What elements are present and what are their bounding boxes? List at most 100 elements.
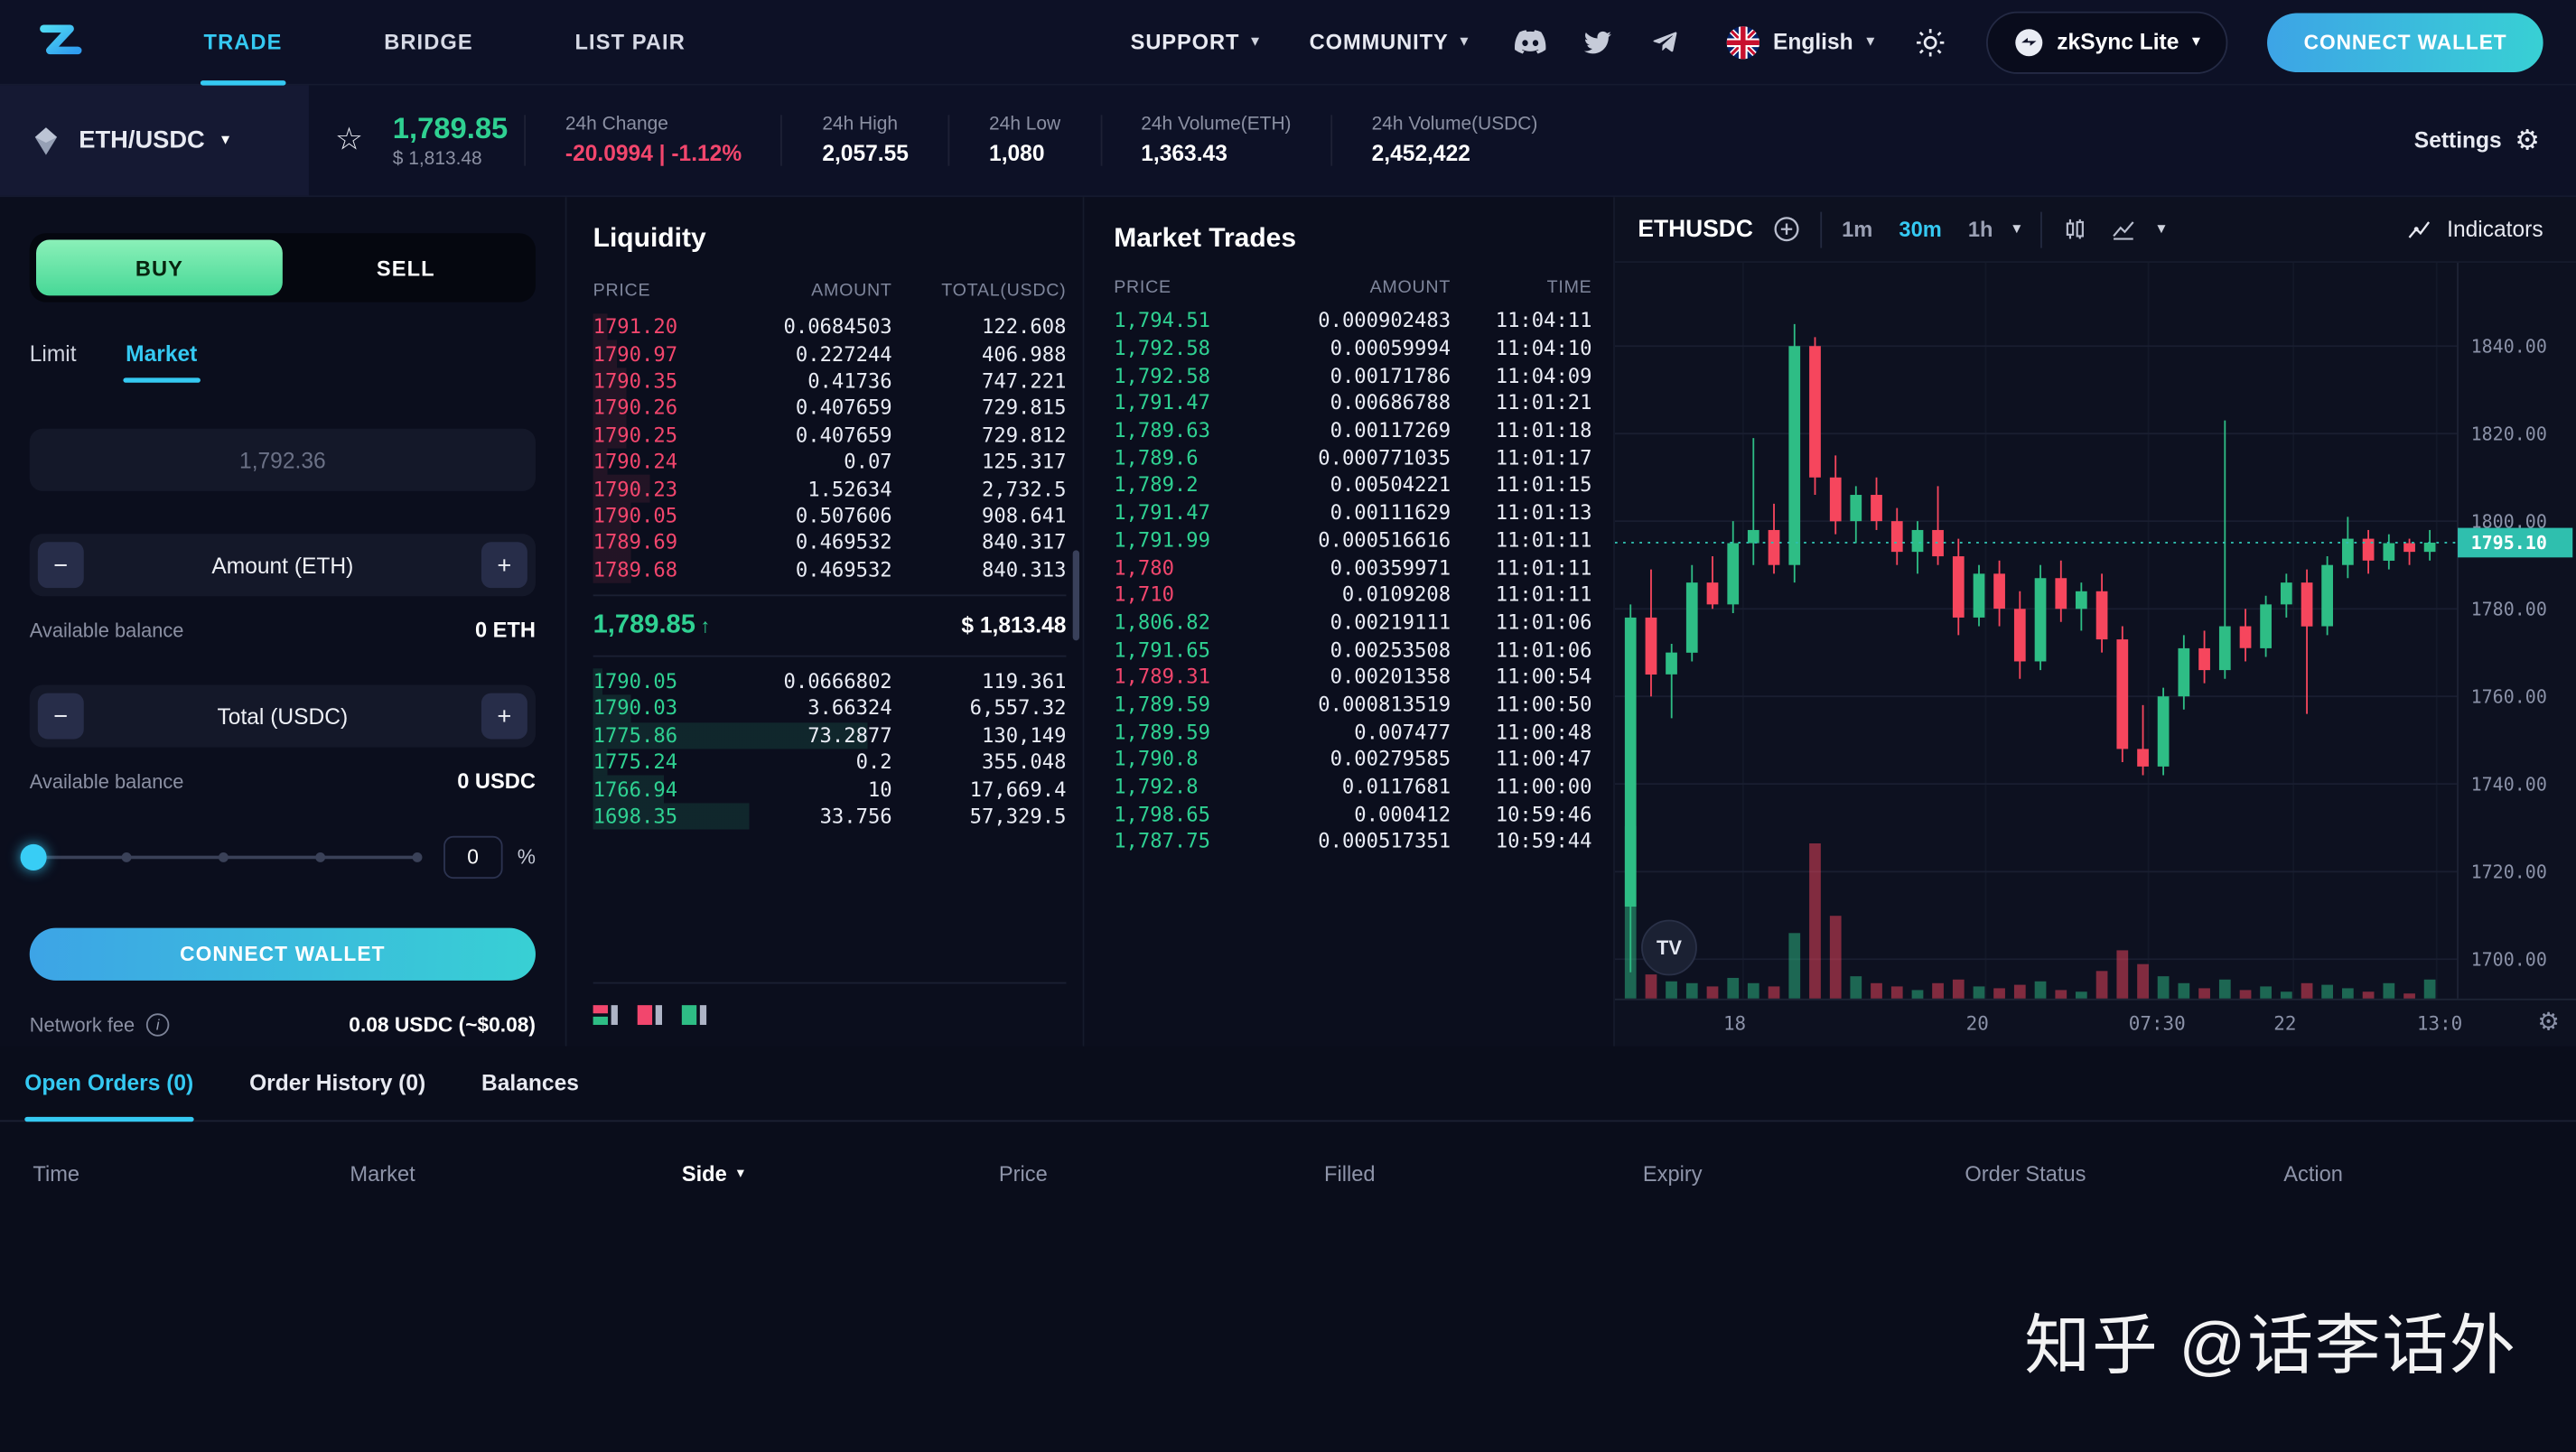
nav-item-list-pair[interactable]: LIST PAIR bbox=[574, 29, 686, 55]
twitter-icon[interactable] bbox=[1582, 26, 1614, 58]
pair-selector[interactable]: ETH/USDC ▾ bbox=[0, 85, 309, 196]
amount-cell: 0.00117269 bbox=[1330, 418, 1451, 442]
trade-row[interactable]: 1,710 0.0109208 11:01:11 bbox=[1114, 582, 1591, 609]
ask-row[interactable]: 1790.05 0.507606 908.641 bbox=[593, 502, 1067, 529]
ask-row[interactable]: 1790.23 1.52634 2,732.5 bbox=[593, 475, 1067, 503]
candle-style-icon[interactable] bbox=[2062, 215, 2090, 243]
orderbook-layout-asks-icon[interactable] bbox=[637, 1005, 663, 1025]
trade-row[interactable]: 1,789.6 0.000771035 11:01:17 bbox=[1114, 444, 1591, 471]
nav-menu-support[interactable]: SUPPORT ▾ bbox=[1131, 30, 1260, 54]
slider-dot[interactable] bbox=[315, 852, 325, 862]
favorite-star-icon[interactable]: ☆ bbox=[335, 123, 364, 158]
ask-row[interactable]: 1789.68 0.469532 840.313 bbox=[593, 555, 1067, 583]
candlestick-chart[interactable]: 1840.00 1820.00 1800.00 1780.00 1760.00 1740.… bbox=[1614, 263, 2576, 999]
column-expiry: Expiry bbox=[1643, 1161, 1965, 1186]
trade-row[interactable]: 1,791.47 0.00686788 11:01:21 bbox=[1114, 389, 1591, 416]
ask-row[interactable]: 1790.97 0.227244 406.988 bbox=[593, 340, 1067, 368]
price-cell: 1790.23 bbox=[593, 477, 678, 500]
orders-tabs: Open Orders (0) Order History (0) Balances bbox=[0, 1047, 2576, 1122]
amount-decrement-button[interactable]: − bbox=[37, 542, 84, 589]
trade-row[interactable]: 1,789.31 0.00201358 11:00:54 bbox=[1114, 664, 1591, 691]
tab-market[interactable]: Market bbox=[122, 341, 201, 383]
interval-1h[interactable]: 1h bbox=[1967, 217, 1993, 242]
ask-row[interactable]: 1790.35 0.41736 747.221 bbox=[593, 368, 1067, 395]
total-cell: 130,149 bbox=[982, 723, 1067, 748]
percent-slider[interactable] bbox=[20, 842, 423, 872]
trade-row[interactable]: 1,794.51 0.000902483 11:04:11 bbox=[1114, 307, 1591, 334]
bid-row[interactable]: 1790.03 3.66324 6,557.32 bbox=[593, 694, 1067, 722]
slider-dot[interactable] bbox=[218, 852, 229, 862]
slider-knob[interactable] bbox=[20, 843, 47, 871]
ask-row[interactable]: 1789.69 0.469532 840.317 bbox=[593, 528, 1067, 556]
column-side[interactable]: Side ▾ bbox=[682, 1161, 999, 1186]
bid-row[interactable]: 1766.94 10 17,669.4 bbox=[593, 776, 1067, 804]
trade-row[interactable]: 1,792.58 0.00059994 11:04:10 bbox=[1114, 334, 1591, 361]
sell-button[interactable]: SELL bbox=[283, 240, 529, 296]
ask-row[interactable]: 1790.25 0.407659 729.812 bbox=[593, 421, 1067, 449]
connect-wallet-button[interactable]: CONNECT WALLET bbox=[2267, 12, 2543, 72]
trade-row[interactable]: 1,789.59 0.007477 11:00:48 bbox=[1114, 718, 1591, 745]
trade-row[interactable]: 1,791.99 0.000516616 11:01:11 bbox=[1114, 526, 1591, 554]
chart-type-icon[interactable] bbox=[2110, 215, 2138, 243]
tab-limit[interactable]: Limit bbox=[29, 341, 77, 367]
interval-30m[interactable]: 30m bbox=[1899, 217, 1942, 242]
total-decrement-button[interactable]: − bbox=[37, 693, 84, 740]
tab-open-orders-0-[interactable]: Open Orders (0) bbox=[24, 1046, 193, 1122]
bid-row[interactable]: 1790.05 0.0666802 119.361 bbox=[593, 668, 1067, 695]
stat-label: 24h Change bbox=[565, 115, 668, 135]
column-label: Action bbox=[2283, 1160, 2343, 1187]
bid-row[interactable]: 1775.86 73.2877 130,149 bbox=[593, 721, 1067, 749]
ask-row[interactable]: 1790.24 0.07 125.317 bbox=[593, 448, 1067, 476]
trade-row[interactable]: 1,789.59 0.000813519 11:00:50 bbox=[1114, 691, 1591, 718]
orderbook-footer bbox=[593, 982, 1067, 1047]
bid-row[interactable]: 1698.35 33.756 57,329.5 bbox=[593, 803, 1067, 830]
indicators-button[interactable]: Indicators bbox=[2406, 215, 2543, 243]
chevron-down-icon[interactable]: ▾ bbox=[2157, 219, 2166, 237]
tradingview-logo[interactable]: TV bbox=[1641, 919, 1697, 976]
trade-row[interactable]: 1,790.8 0.00279585 11:00:47 bbox=[1114, 746, 1591, 773]
chart-time-axis[interactable]: 18 20 07:30 22 13:0 ⚙ bbox=[1614, 998, 2576, 1045]
buy-button[interactable]: BUY bbox=[36, 239, 283, 296]
chevron-down-icon[interactable]: ▾ bbox=[2012, 219, 2021, 237]
settings-button[interactable]: Settings ⚙ bbox=[2414, 126, 2540, 154]
trade-row[interactable]: 1,792.58 0.00171786 11:04:09 bbox=[1114, 362, 1591, 389]
ask-row[interactable]: 1791.20 0.0684503 122.608 bbox=[593, 313, 1067, 341]
trade-row[interactable]: 1,798.65 0.000412 10:59:46 bbox=[1114, 800, 1591, 827]
tab-balances[interactable]: Balances bbox=[481, 1070, 579, 1096]
scrollbar-thumb[interactable] bbox=[1072, 550, 1080, 641]
slider-dot[interactable] bbox=[412, 852, 423, 862]
trade-row[interactable]: 1,791.47 0.00111629 11:01:13 bbox=[1114, 499, 1591, 526]
theme-toggle-icon[interactable] bbox=[1914, 25, 1946, 58]
chart-symbol[interactable]: ETHUSDC bbox=[1638, 216, 1753, 243]
slider-dot[interactable] bbox=[121, 852, 132, 862]
nav-menu-community[interactable]: COMMUNITY ▾ bbox=[1310, 30, 1470, 54]
orderbook-layout-bids-icon[interactable] bbox=[681, 1005, 707, 1025]
total-increment-button[interactable]: + bbox=[481, 693, 527, 740]
orderbook-layout-both-icon[interactable] bbox=[593, 1005, 618, 1025]
trade-row[interactable]: 1,789.2 0.00504221 11:01:15 bbox=[1114, 471, 1591, 498]
language-selector[interactable]: English ▾ bbox=[1727, 25, 1874, 59]
trade-row[interactable]: 1,792.8 0.0117681 11:00:00 bbox=[1114, 773, 1591, 800]
zigzag-logo[interactable] bbox=[33, 14, 89, 70]
amount-increment-button[interactable]: + bbox=[481, 542, 527, 589]
bid-row[interactable]: 1775.24 0.2 355.048 bbox=[593, 749, 1067, 777]
trade-row[interactable]: 1,780 0.00359971 11:01:11 bbox=[1114, 554, 1591, 581]
discord-icon[interactable] bbox=[1515, 26, 1546, 58]
compare-add-icon[interactable] bbox=[1773, 215, 1801, 243]
info-icon[interactable]: i bbox=[145, 1013, 170, 1037]
price-input[interactable] bbox=[29, 428, 536, 491]
nav-item-bridge[interactable]: BRIDGE bbox=[384, 29, 473, 55]
trade-row[interactable]: 1,791.65 0.00253508 11:01:06 bbox=[1114, 636, 1591, 663]
trade-row[interactable]: 1,789.63 0.00117269 11:01:18 bbox=[1114, 417, 1591, 444]
telegram-icon[interactable] bbox=[1650, 26, 1682, 58]
interval-1m[interactable]: 1m bbox=[1842, 217, 1873, 242]
connect-wallet-button-form[interactable]: CONNECT WALLET bbox=[29, 927, 536, 981]
trade-row[interactable]: 1,787.75 0.000517351 10:59:44 bbox=[1114, 828, 1591, 855]
percent-input[interactable] bbox=[443, 835, 503, 880]
ask-row[interactable]: 1790.26 0.407659 729.815 bbox=[593, 394, 1067, 422]
tab-order-history-0-[interactable]: Order History (0) bbox=[249, 1070, 426, 1096]
network-selector[interactable]: zkSync Lite ▾ bbox=[1986, 10, 2228, 73]
nav-item-trade[interactable]: TRADE bbox=[200, 0, 285, 85]
chart-settings-gear-icon[interactable]: ⚙ bbox=[2537, 1008, 2560, 1037]
trade-row[interactable]: 1,806.82 0.00219111 11:01:06 bbox=[1114, 609, 1591, 636]
